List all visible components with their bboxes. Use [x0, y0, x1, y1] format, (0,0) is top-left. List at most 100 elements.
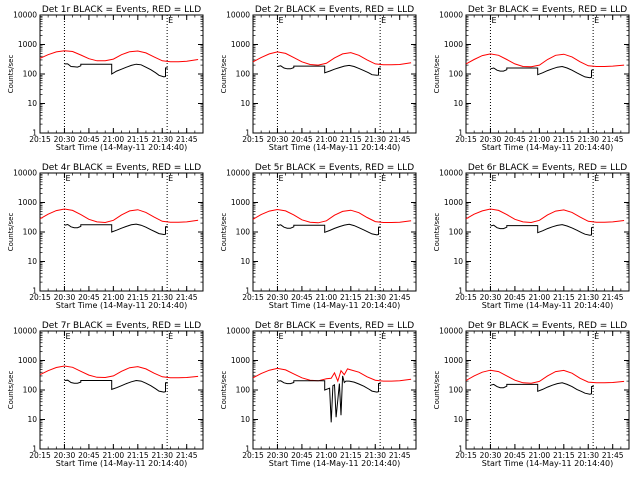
- event-marker-label: E: [65, 332, 70, 341]
- y-tick-label: 10: [240, 415, 250, 424]
- x-axis-label: Start Time (14-May-11 20:14:40): [269, 459, 400, 468]
- y-tick-label: 1: [458, 445, 463, 454]
- y-tick-label: 100: [449, 70, 464, 79]
- x-tick-label: 20:30: [54, 135, 76, 144]
- x-tick-label: 21:30: [364, 293, 386, 302]
- x-tick-label: 21:00: [103, 135, 125, 144]
- lld-series-line: [465, 53, 625, 68]
- x-tick-label: 20:45: [504, 135, 526, 144]
- chart-panel-3: Det 3r BLACK = Events, RED = LLD 1 10 100 10…: [433, 5, 630, 152]
- x-tick-label: 20:15: [242, 451, 264, 460]
- y-tick-label: 1: [458, 287, 463, 296]
- x-tick-label: 21:30: [577, 451, 599, 460]
- chart-title: Det 7r BLACK = Events, RED = LLD: [42, 321, 201, 331]
- x-tick-label: 21:45: [389, 293, 411, 302]
- x-axis-label: Start Time (14-May-11 20:14:40): [56, 459, 187, 468]
- y-tick-label: 100: [449, 228, 464, 237]
- y-tick-label: 1000: [18, 40, 37, 49]
- x-tick-label: 21:45: [602, 135, 624, 144]
- plot-frame: [465, 330, 630, 450]
- y-tick-label: 10: [27, 415, 37, 424]
- lld-series-line: [252, 208, 412, 224]
- plot-frame: [465, 14, 630, 134]
- y-tick-label: 1000: [444, 198, 463, 207]
- lld-series-line: [39, 208, 199, 224]
- x-tick-label: 21:45: [602, 451, 624, 460]
- chart-title: Det 8r BLACK = Events, RED = LLD: [255, 321, 414, 331]
- x-tick-label: 21:00: [529, 135, 551, 144]
- events-series-line: [490, 65, 594, 79]
- x-axis-label: Start Time (14-May-11 20:14:40): [269, 301, 400, 310]
- y-axis-label: Counts/sec: [220, 371, 228, 410]
- y-tick-label: 10: [453, 257, 463, 266]
- x-tick-label: 21:00: [529, 451, 551, 460]
- y-axis-label: Counts/sec: [433, 213, 441, 252]
- y-tick-label: 10000: [226, 11, 250, 20]
- event-marker-label: E: [381, 332, 386, 341]
- events-series-line: [490, 224, 594, 236]
- plot-frame: [39, 14, 204, 134]
- x-tick-label: 21:15: [553, 135, 575, 144]
- x-tick-label: 21:30: [151, 293, 173, 302]
- x-tick-label: 20:15: [455, 451, 477, 460]
- plot-frame: [465, 172, 630, 292]
- lld-series-line: [252, 51, 412, 66]
- x-tick-label: 20:15: [455, 135, 477, 144]
- lld-series-line: [465, 208, 625, 224]
- x-tick-label: 21:45: [602, 293, 624, 302]
- event-marker-label: E: [594, 332, 599, 341]
- y-tick-label: 1000: [18, 356, 37, 365]
- y-tick-label: 10000: [226, 169, 250, 178]
- x-tick-label: 21:15: [127, 135, 149, 144]
- x-tick-label: 21:15: [127, 451, 149, 460]
- y-tick-label: 100: [236, 228, 251, 237]
- y-axis-label: Counts/sec: [433, 55, 441, 94]
- x-tick-label: 20:30: [480, 293, 502, 302]
- x-axis-label: Start Time (14-May-11 20:14:40): [482, 301, 613, 310]
- y-axis-label: Counts/sec: [7, 55, 15, 94]
- event-marker-label: E: [168, 332, 173, 341]
- event-marker-label: E: [278, 174, 283, 183]
- events-series-line: [277, 223, 381, 236]
- y-tick-label: 1000: [444, 356, 463, 365]
- x-axis-label: Start Time (14-May-11 20:14:40): [56, 301, 187, 310]
- y-tick-label: 1: [32, 129, 37, 138]
- y-axis-label: Counts/sec: [433, 371, 441, 410]
- x-tick-label: 21:15: [127, 293, 149, 302]
- event-marker-label: E: [381, 174, 386, 183]
- y-tick-label: 100: [23, 386, 38, 395]
- x-tick-label: 20:45: [78, 293, 100, 302]
- event-marker-label: E: [278, 332, 283, 341]
- event-marker-label: E: [491, 16, 496, 25]
- x-tick-label: 20:15: [455, 293, 477, 302]
- lld-series-line: [252, 367, 412, 383]
- x-tick-label: 21:00: [103, 451, 125, 460]
- y-tick-label: 100: [23, 228, 38, 237]
- event-marker-label: E: [65, 174, 70, 183]
- y-tick-label: 1: [245, 445, 250, 454]
- chart-panel-5: Det 5r BLACK = Events, RED = LLD 1 10 100 10…: [220, 163, 417, 310]
- plot-frame: [39, 330, 204, 450]
- y-tick-label: 10: [27, 257, 37, 266]
- lld-series-line: [39, 50, 199, 63]
- chart-panel-6: Det 6r BLACK = Events, RED = LLD 1 10 100 10…: [433, 163, 630, 310]
- x-tick-label: 20:30: [267, 293, 289, 302]
- y-tick-label: 1: [458, 129, 463, 138]
- y-axis-label: Counts/sec: [220, 55, 228, 94]
- lld-series-line: [39, 365, 199, 379]
- x-tick-label: 21:00: [316, 293, 338, 302]
- events-series-line: [64, 379, 168, 393]
- y-axis-label: Counts/sec: [220, 213, 228, 252]
- x-tick-label: 21:30: [577, 293, 599, 302]
- x-tick-label: 20:15: [242, 293, 264, 302]
- chart-panel-8: Det 8r BLACK = Events, RED = LLD 1 10 100 10…: [220, 321, 417, 468]
- events-series-line: [277, 64, 381, 76]
- y-tick-label: 100: [449, 386, 464, 395]
- x-tick-label: 21:30: [151, 135, 173, 144]
- x-tick-label: 21:15: [340, 451, 362, 460]
- y-axis-label: Counts/sec: [7, 213, 15, 252]
- y-tick-label: 10: [453, 99, 463, 108]
- y-tick-label: 10000: [439, 169, 463, 178]
- plot-frame: [252, 14, 417, 134]
- y-tick-label: 10: [240, 257, 250, 266]
